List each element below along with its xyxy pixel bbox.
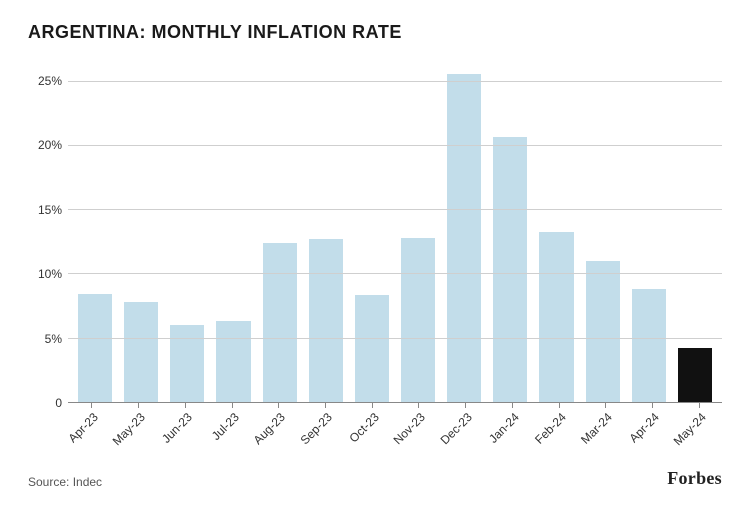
y-axis: 05%10%15%20%25% [28, 55, 68, 403]
bar [586, 261, 620, 402]
x-tick-slot: Dec-23 [442, 404, 489, 462]
plot-area [68, 55, 722, 403]
x-tick-slot: May-24 [675, 404, 722, 462]
y-tick-label: 15% [38, 203, 62, 217]
x-tick-mark [232, 403, 233, 408]
bar [401, 238, 435, 403]
x-tick-slot: Oct-23 [348, 404, 395, 462]
bar [124, 302, 158, 402]
bars-group [68, 55, 722, 402]
bar-slot [533, 55, 579, 402]
source-text: Source: Indec [28, 475, 102, 489]
bar-slot [164, 55, 210, 402]
bar-slot [626, 55, 672, 402]
bar [539, 232, 573, 402]
y-tick-label: 25% [38, 74, 62, 88]
bar-slot [303, 55, 349, 402]
x-tick-slot: Jul-23 [208, 404, 255, 462]
bar-slot [72, 55, 118, 402]
x-tick-mark [699, 403, 700, 408]
y-tick-label: 10% [38, 267, 62, 281]
bar-slot [672, 55, 718, 402]
bar-slot [441, 55, 487, 402]
x-tick-mark [559, 403, 560, 408]
x-tick-mark [512, 403, 513, 408]
y-tick-label: 0 [55, 396, 62, 410]
bar [78, 294, 112, 402]
bar [216, 321, 250, 402]
x-tick-slot: May-23 [115, 404, 162, 462]
chart-footer: Source: Indec Forbes [28, 468, 722, 489]
grid-line [68, 209, 722, 210]
x-tick-slot: Apr-23 [68, 404, 115, 462]
bar-slot [210, 55, 256, 402]
x-tick-mark [372, 403, 373, 408]
grid-line [68, 273, 722, 274]
bar [355, 295, 389, 402]
x-tick-slot: Apr-24 [629, 404, 676, 462]
bar [263, 243, 297, 402]
bar-slot [349, 55, 395, 402]
chart-body: 0 5% 10% 15% 20% 25% Apr-23May-23Jun-23Jul-23… [28, 55, 722, 462]
bar-slot [580, 55, 626, 402]
bar-slot [395, 55, 441, 402]
bar [493, 137, 527, 402]
x-tick-slot: Aug-23 [255, 404, 302, 462]
x-tick-slot: Mar-24 [582, 404, 629, 462]
y-tick-label: 5% [45, 332, 62, 346]
y-tick-label: 20% [38, 138, 62, 152]
bar-slot [487, 55, 533, 402]
bar [447, 74, 481, 402]
plot: 05%10%15%20%25% [28, 55, 722, 403]
x-axis: Apr-23May-23Jun-23Jul-23Aug-23Sep-23Oct-… [28, 404, 722, 462]
bar-slot [257, 55, 303, 402]
x-tick-mark [185, 403, 186, 408]
x-tick-slot: Jan-24 [488, 404, 535, 462]
x-tick-slot: Feb-24 [535, 404, 582, 462]
bar-slot [118, 55, 164, 402]
bar [309, 239, 343, 402]
x-tick-slot: Jun-23 [161, 404, 208, 462]
grid-line [68, 145, 722, 146]
x-tick-slot: Sep-23 [302, 404, 349, 462]
grid-line [68, 81, 722, 82]
x-tick-slot: Nov-23 [395, 404, 442, 462]
brand-logo: Forbes [667, 468, 722, 489]
grid-line [68, 338, 722, 339]
chart-title: ARGENTINA: MONTHLY INFLATION RATE [28, 22, 722, 43]
bar [632, 289, 666, 402]
chart-container: ARGENTINA: MONTHLY INFLATION RATE 0 5% 10%… [0, 0, 750, 507]
